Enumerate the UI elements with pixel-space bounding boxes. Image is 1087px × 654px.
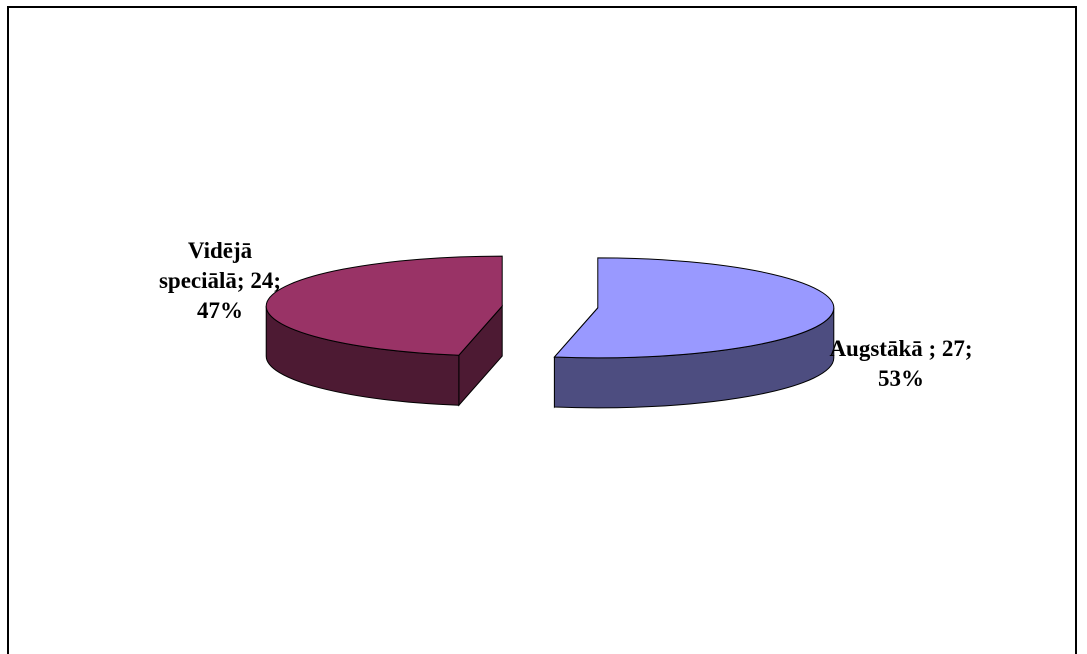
pie-slice-videja-speciala xyxy=(265,255,503,407)
data-label-line: Vidējā xyxy=(187,238,253,263)
data-label-videja-speciala: Vidējā speciālā; 24; 47% xyxy=(130,236,310,326)
pie-slices xyxy=(265,255,835,409)
pie-slice-augstaka xyxy=(553,257,835,409)
data-label-line: 53% xyxy=(878,366,924,391)
data-label-line: speciālā; 24; xyxy=(158,268,281,293)
data-label-augstaka: Augstākā ; 27; 53% xyxy=(796,334,1006,394)
data-label-line: Augstākā ; 27; xyxy=(829,336,973,361)
chart-area xyxy=(7,6,1077,654)
data-label-line: 47% xyxy=(197,298,243,323)
pie-slice-top xyxy=(553,257,835,359)
pie-slice-top xyxy=(265,255,503,356)
